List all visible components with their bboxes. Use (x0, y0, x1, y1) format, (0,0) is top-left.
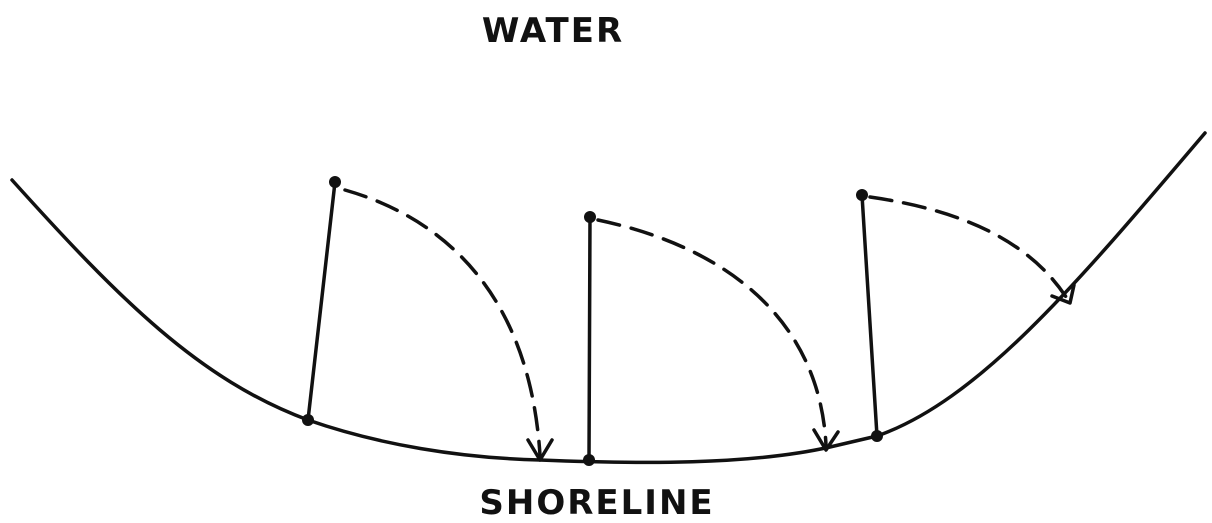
vector-2 (587, 215, 592, 462)
point (584, 211, 596, 223)
vectors (302, 176, 883, 466)
vector-1 (306, 180, 337, 422)
arc-2 (596, 218, 828, 447)
shoreline-label: SHORELINE (479, 483, 714, 523)
arc-1 (343, 188, 542, 457)
arrowhead (812, 428, 840, 452)
arc-3 (868, 195, 1070, 302)
point (871, 430, 883, 442)
point (329, 176, 341, 188)
water-label: WATER (482, 11, 624, 51)
arrowhead (526, 438, 554, 462)
point (856, 189, 868, 201)
shoreline (10, 131, 1207, 465)
arrowhead (1050, 283, 1076, 305)
rotation-arcs (343, 188, 1076, 462)
vector-3 (860, 193, 879, 438)
point (302, 414, 314, 426)
point (583, 454, 595, 466)
